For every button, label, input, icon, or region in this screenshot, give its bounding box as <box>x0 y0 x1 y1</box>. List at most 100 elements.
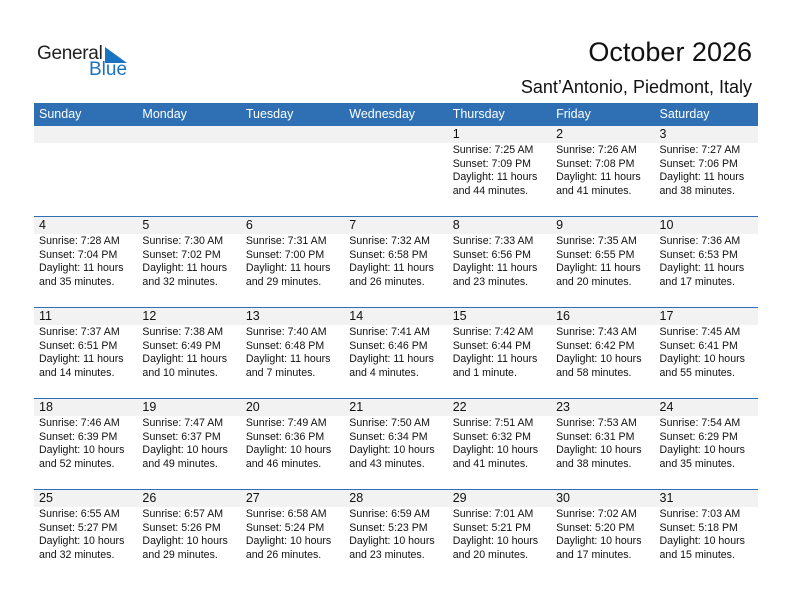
sunset-text: Sunset: 6:32 PM <box>452 430 532 443</box>
day-info: Sunrise: 7:02 AM Sunset: 5:20 PM Daylight:… <box>551 507 654 562</box>
sunrise-text: Sunrise: 7:50 AM <box>349 417 430 429</box>
daylight-text: and 46 minutes. <box>245 457 322 470</box>
daylight-text: Daylight: 10 hours <box>659 535 745 547</box>
daylight-text: and 41 minutes. <box>452 457 529 470</box>
daylight-text: Daylight: 10 hours <box>39 444 125 456</box>
daylight-text: Daylight: 11 hours <box>245 262 331 274</box>
generalblue-logo: General Blue <box>37 43 137 83</box>
date-strip: 15 <box>447 308 552 325</box>
day-cell: 15 Sunrise: 7:42 AM Sunset: 6:44 PM Dayligh… <box>447 308 552 398</box>
daylight-text: and 4 minutes. <box>349 366 419 379</box>
day-cell: 14 Sunrise: 7:41 AM Sunset: 6:46 PM Dayligh… <box>344 308 448 398</box>
day-info: Sunrise: 7:26 AM Sunset: 7:08 PM Daylight:… <box>551 143 654 198</box>
daylight-text: Daylight: 11 hours <box>556 262 641 274</box>
sunrise-text: Sunrise: 7:31 AM <box>245 235 327 247</box>
daylight-text: Daylight: 10 hours <box>659 353 745 365</box>
logo-blue-text: Blue <box>89 59 128 80</box>
day-cell: 5 Sunrise: 7:30 AM Sunset: 7:02 PM Daylight… <box>137 217 241 307</box>
sunset-text: Sunset: 7:00 PM <box>245 248 325 261</box>
sunset-text: Sunset: 5:23 PM <box>349 521 428 534</box>
date-strip: 5 <box>137 217 241 234</box>
day-cell: 6 Sunrise: 7:31 AM Sunset: 7:00 PM Daylight… <box>240 217 345 307</box>
week-row: 25 Sunrise: 6:55 AM Sunset: 5:27 PM Dayligh… <box>34 489 758 580</box>
daylight-text: and 55 minutes. <box>659 366 735 379</box>
sunrise-text: Sunrise: 6:58 AM <box>245 508 327 520</box>
day-cell: 25 Sunrise: 6:55 AM Sunset: 5:27 PM Dayligh… <box>34 490 138 580</box>
daylight-text: Daylight: 11 hours <box>245 353 331 365</box>
week-row: 18 Sunrise: 7:46 AM Sunset: 6:39 PM Dayligh… <box>34 398 758 489</box>
date-strip: 29 <box>447 490 552 507</box>
sunset-text: Sunset: 7:02 PM <box>142 248 221 261</box>
day-cell: 8 Sunrise: 7:33 AM Sunset: 6:56 PM Daylight… <box>447 217 552 307</box>
weekday-monday: Monday <box>142 107 187 121</box>
day-cell: 1 Sunrise: 7:25 AM Sunset: 7:09 PM Daylight… <box>447 126 552 216</box>
sunset-text: Sunset: 7:08 PM <box>556 157 635 170</box>
day-info: Sunrise: 7:51 AM Sunset: 6:32 PM Daylight:… <box>448 416 551 471</box>
date-strip: 19 <box>137 399 241 416</box>
sunrise-text: Sunrise: 7:37 AM <box>39 326 120 338</box>
day-cell: 12 Sunrise: 7:38 AM Sunset: 6:49 PM Dayligh… <box>137 308 241 398</box>
weekday-wednesday: Wednesday <box>349 107 416 121</box>
daylight-text: and 23 minutes. <box>452 275 529 288</box>
day-info: Sunrise: 7:25 AM Sunset: 7:09 PM Daylight:… <box>448 143 551 198</box>
day-cell: 4 Sunrise: 7:28 AM Sunset: 7:04 PM Daylight… <box>34 217 138 307</box>
sunset-text: Sunset: 7:04 PM <box>39 248 118 261</box>
sunrise-text: Sunrise: 7:42 AM <box>452 326 534 338</box>
day-cell: 30 Sunrise: 7:02 AM Sunset: 5:20 PM Dayligh… <box>551 490 655 580</box>
sunset-text: Sunset: 6:49 PM <box>142 339 221 352</box>
sunset-text: Sunset: 6:51 PM <box>39 339 118 352</box>
sunrise-text: Sunrise: 7:43 AM <box>556 326 637 338</box>
sunset-text: Sunset: 6:56 PM <box>452 248 532 261</box>
sunrise-text: Sunrise: 7:47 AM <box>142 417 224 429</box>
daylight-text: Daylight: 11 hours <box>39 262 124 274</box>
daylight-text: and 17 minutes. <box>556 548 632 561</box>
weekday-friday: Friday <box>556 107 591 121</box>
logo-general-text: General <box>37 43 103 64</box>
day-info: Sunrise: 7:35 AM Sunset: 6:55 PM Daylight:… <box>551 234 654 289</box>
day-info: Sunrise: 7:36 AM Sunset: 6:53 PM Daylight:… <box>655 234 758 289</box>
day-info: Sunrise: 7:46 AM Sunset: 6:39 PM Daylight:… <box>34 416 137 471</box>
daylight-text: and 29 minutes. <box>142 548 218 561</box>
sunrise-text: Sunrise: 7:32 AM <box>349 235 430 247</box>
daylight-text: and 38 minutes. <box>659 184 735 197</box>
daylight-text: Daylight: 11 hours <box>349 353 434 365</box>
day-cell: 10 Sunrise: 7:36 AM Sunset: 6:53 PM Dayligh… <box>654 217 758 307</box>
sunset-text: Sunset: 5:24 PM <box>245 521 325 534</box>
sunrise-text: Sunrise: 7:54 AM <box>659 417 741 429</box>
weekday-thursday: Thursday <box>452 107 505 121</box>
sunset-text: Sunset: 6:37 PM <box>142 430 221 443</box>
sunset-text: Sunset: 6:55 PM <box>556 248 635 261</box>
sunset-text: Sunset: 5:26 PM <box>142 521 221 534</box>
daylight-text: Daylight: 11 hours <box>349 262 434 274</box>
daylight-text: Daylight: 10 hours <box>452 444 539 456</box>
sunrise-text: Sunrise: 7:26 AM <box>556 144 637 156</box>
date-strip: 31 <box>654 490 758 507</box>
sunrise-text: Sunrise: 7:30 AM <box>142 235 224 247</box>
weekday-tuesday: Tuesday <box>245 107 294 121</box>
day-info: Sunrise: 7:54 AM Sunset: 6:29 PM Daylight:… <box>655 416 758 471</box>
day-info: Sunrise: 7:37 AM Sunset: 6:51 PM Daylight:… <box>34 325 137 380</box>
sunset-text: Sunset: 6:29 PM <box>659 430 738 443</box>
daylight-text: and 10 minutes. <box>142 366 218 379</box>
daylight-text: and 43 minutes. <box>349 457 425 470</box>
daylight-text: Daylight: 11 hours <box>659 262 745 274</box>
date-strip: 6 <box>240 217 345 234</box>
day-info: Sunrise: 7:50 AM Sunset: 6:34 PM Daylight:… <box>344 416 447 471</box>
sunrise-text: Sunrise: 7:45 AM <box>659 326 741 338</box>
date-strip: 16 <box>551 308 655 325</box>
date-strip <box>240 126 345 143</box>
daylight-text: and 26 minutes. <box>349 275 425 288</box>
sunrise-text: Sunrise: 7:38 AM <box>142 326 224 338</box>
date-strip: 21 <box>344 399 448 416</box>
daylight-text: Daylight: 10 hours <box>556 535 642 547</box>
date-strip: 20 <box>240 399 345 416</box>
sunset-text: Sunset: 6:48 PM <box>245 339 325 352</box>
sunset-text: Sunset: 6:39 PM <box>39 430 118 443</box>
day-cell: 20 Sunrise: 7:49 AM Sunset: 6:36 PM Dayligh… <box>240 399 345 489</box>
date-strip: 2 <box>551 126 655 143</box>
page-title: October 2026 <box>588 37 752 67</box>
day-cell: 24 Sunrise: 7:54 AM Sunset: 6:29 PM Dayligh… <box>654 399 758 489</box>
sunrise-text: Sunrise: 7:25 AM <box>452 144 534 156</box>
day-info: Sunrise: 7:40 AM Sunset: 6:48 PM Daylight:… <box>241 325 344 380</box>
date-strip: 17 <box>654 308 758 325</box>
